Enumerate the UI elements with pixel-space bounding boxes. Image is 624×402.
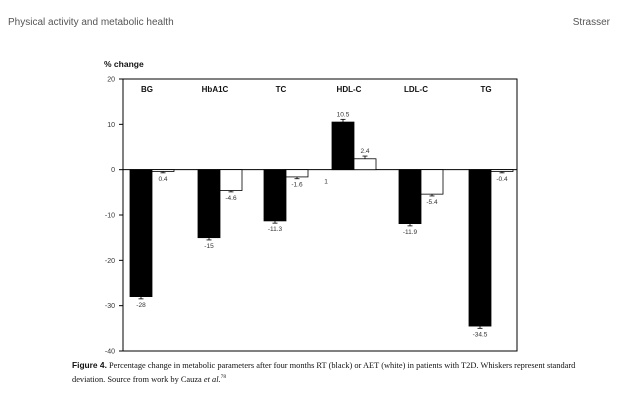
y-tick-label: 10: [107, 122, 115, 129]
y-tick-label: -20: [105, 258, 115, 265]
category-label: HbA1C: [202, 85, 229, 94]
data-label: -15: [204, 243, 214, 250]
running-header-title: Physical activity and metabolic health: [8, 17, 174, 28]
data-label: -0.4: [496, 176, 508, 183]
data-label: -11.9: [403, 229, 418, 236]
bar: [151, 169, 175, 172]
y-tick-label: -30: [105, 303, 115, 310]
figure-caption: Figure 4. Percentage change in metabolic…: [72, 360, 592, 385]
bar: [353, 158, 377, 171]
bar: [219, 169, 243, 191]
data-label: -5.4: [426, 199, 438, 206]
data-label: -1.6: [291, 182, 303, 189]
bar: [468, 169, 492, 327]
bar: [490, 169, 514, 172]
y-tick-label: 20: [107, 77, 115, 84]
bar: [398, 169, 422, 225]
y-tick-label: -10: [105, 213, 115, 220]
running-header: Physical activity and metabolic health S…: [8, 17, 610, 33]
caption-author-italic: et al.: [203, 374, 221, 384]
figure-label: Figure 4.: [72, 360, 107, 370]
bar: [420, 169, 444, 195]
data-label: -28: [136, 302, 146, 309]
y-tick-label: 0: [111, 167, 115, 174]
y-tick-label: -40: [105, 349, 115, 356]
data-label: -11.3: [268, 226, 283, 233]
bar: [129, 169, 153, 298]
running-header-author: Strasser: [572, 17, 610, 28]
y-axis-label: % change: [104, 59, 144, 69]
bar-chart: 20 10 0 -10 -20 -30 -40 % change BG -28 0.4 HbA1C -1…: [104, 59, 518, 356]
data-label: -34.5: [473, 331, 488, 338]
category-label: HDL-C: [337, 85, 362, 94]
plot-frame: [122, 78, 518, 352]
annotation-label: 1: [324, 179, 328, 186]
category-label: BG: [141, 85, 153, 94]
data-label: 0.4: [158, 176, 167, 183]
category-label: LDL-C: [404, 85, 428, 94]
caption-ref: 78: [220, 373, 227, 380]
data-label: 2.4: [360, 148, 369, 155]
bar: [285, 169, 309, 178]
category-label: TG: [480, 85, 491, 94]
bar: [197, 169, 221, 239]
category-label: TC: [276, 85, 287, 94]
bar: [263, 169, 287, 222]
caption-text: Percentage change in metabolic parameter…: [72, 361, 576, 384]
data-label: -4.6: [225, 195, 237, 202]
data-label: 10.5: [337, 111, 350, 118]
bar: [331, 121, 355, 171]
